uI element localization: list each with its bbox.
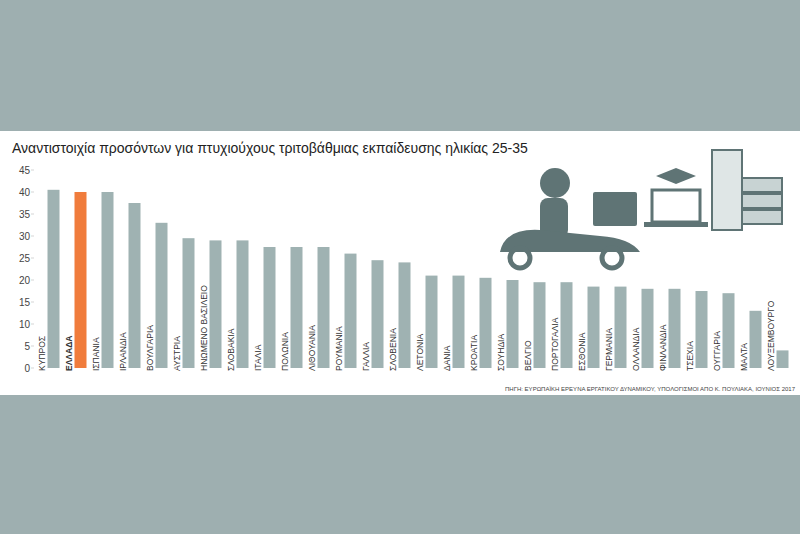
bar xyxy=(561,282,573,368)
y-tick-label: 15 xyxy=(19,297,31,308)
y-tick xyxy=(31,346,34,347)
x-tick-label: ΔΑΝΙΑ xyxy=(442,345,452,371)
icon-wheel xyxy=(510,248,530,268)
x-tick-label: ΛΙΘΟΥΑΝΙΑ xyxy=(307,325,317,371)
y-tick xyxy=(31,258,34,259)
y-tick-label: 10 xyxy=(19,319,31,330)
y-tick xyxy=(31,368,34,369)
icon-box xyxy=(593,192,637,226)
x-tick-label: ΛΟΥΞΕΜΒΟΥΡΓΟ xyxy=(766,300,776,371)
y-tick-label: 30 xyxy=(19,231,31,242)
x-tick-label: ΛΕΤΟΝΙΑ xyxy=(415,334,425,371)
bar xyxy=(345,254,357,368)
icon-book xyxy=(742,210,782,224)
icon-laptop xyxy=(652,190,700,222)
y-tick xyxy=(31,324,34,325)
bar xyxy=(750,311,762,368)
x-tick-label: ΦΙΝΛΑΝΔΙΑ xyxy=(658,324,668,371)
y-tick xyxy=(31,302,34,303)
x-tick-label: ΡΟΥΜΑΝΙΑ xyxy=(334,326,344,371)
bar xyxy=(453,276,465,368)
x-tick-label: ΒΟΥΛΓΑΡΙΑ xyxy=(145,325,155,371)
y-tick-label: 20 xyxy=(19,275,31,286)
bar xyxy=(669,289,681,368)
x-tick-label: ΙΤΑΛΙΑ xyxy=(253,344,263,371)
bar xyxy=(75,192,87,368)
background xyxy=(0,0,800,534)
bar xyxy=(642,289,654,368)
x-tick-label: ΜΑΛΤΑ xyxy=(739,343,749,371)
icon-book xyxy=(712,150,742,230)
icon-laptop-base xyxy=(644,222,708,227)
x-tick-label: ΓΑΛΛΙΑ xyxy=(361,342,371,371)
x-tick-label: ΒΕΛΓΙΟ xyxy=(523,340,533,371)
bar xyxy=(291,247,303,368)
x-tick-label: ΟΛΛΑΝΔΙΑ xyxy=(631,327,641,371)
y-tick xyxy=(31,170,34,171)
x-tick-label: ΚΡΟΑΤΙΑ xyxy=(469,335,479,371)
x-axis: ΚΥΠΡΟΣ ΕΛΛΑΔΑ ΙΣΠΑΝΙΑ ΙΡΛΑΝΔΙΑ ΒΟΥΛΓΑΡΙΑ ΑΥΣΤ… xyxy=(37,285,776,371)
bar xyxy=(102,192,114,368)
bar xyxy=(696,291,708,368)
x-tick-label: ΣΟΥΗΔΙΑ xyxy=(496,334,506,371)
bar xyxy=(723,293,735,368)
bar xyxy=(507,280,519,368)
bar xyxy=(480,278,492,368)
panel xyxy=(0,131,800,395)
x-tick-label: ΤΣΕΧΙΑ xyxy=(685,341,695,371)
chart: Αναντιστοιχία προσόντων για πτυχιούχους … xyxy=(0,0,800,534)
x-tick-label: ΕΛΛΑΔΑ xyxy=(64,336,74,371)
bar xyxy=(426,276,438,368)
bar xyxy=(777,350,789,368)
bar xyxy=(183,238,195,368)
icon-book xyxy=(742,178,782,192)
y-tick xyxy=(31,236,34,237)
y-tick xyxy=(31,280,34,281)
x-tick-label: ΣΛΟΒΕΝΙΑ xyxy=(388,328,398,371)
bar xyxy=(48,190,60,368)
bar xyxy=(129,203,141,368)
bar xyxy=(615,287,627,368)
x-tick-label: ΑΥΣΤΡΙΑ xyxy=(172,336,182,371)
y-tick xyxy=(31,214,34,215)
x-tick-label: ΓΕΡΜΑΝΙΑ xyxy=(604,328,614,371)
bar xyxy=(156,223,168,368)
bar xyxy=(588,287,600,368)
bar xyxy=(399,262,411,368)
y-axis: 0 5 10 15 20 25 30 35 40 45 xyxy=(19,165,34,374)
x-tick-label: ΙΣΠΑΝΙΑ xyxy=(91,337,101,371)
bar xyxy=(318,247,330,368)
x-tick-label: ΣΛΟΒΑΚΙΑ xyxy=(226,328,236,371)
y-tick-label: 25 xyxy=(19,253,31,264)
x-tick-label: ΕΣΘΟΝΙΑ xyxy=(577,332,587,371)
bar xyxy=(534,282,546,368)
x-tick-label: ΗΝΩΜΕΝΟ ΒΑΣΙΛΕΙΟ xyxy=(199,285,209,371)
icon-helmet xyxy=(540,168,570,198)
y-tick xyxy=(31,192,34,193)
y-tick-label: 5 xyxy=(24,341,30,352)
x-tick-label: ΠΟΛΩΝΙΑ xyxy=(280,332,290,371)
x-tick-label: ΠΟΡΤΟΓΑΛΙΑ xyxy=(550,317,560,371)
bar xyxy=(372,260,384,368)
x-tick-label: ΟΥΓΓΑΡΙΑ xyxy=(712,331,722,371)
y-tick-label: 35 xyxy=(19,209,31,220)
icon-cap xyxy=(656,168,696,184)
icon-wheel xyxy=(602,248,622,268)
source: ΠΗΓΗ: ΕΥΡΩΠΑΪΚΗ ΕΡΕΥΝΑ ΕΡΓΑΤΙΚΟΥ ΔΥΝΑΜΙΚ… xyxy=(505,386,796,392)
bar xyxy=(237,240,249,368)
y-tick-label: 45 xyxy=(19,165,31,176)
bar xyxy=(264,247,276,368)
icon-book xyxy=(742,194,782,208)
y-tick-label: 0 xyxy=(24,363,30,374)
x-tick-label: ΙΡΛΑΝΔΙΑ xyxy=(118,332,128,371)
x-tick-label: ΚΥΠΡΟΣ xyxy=(37,336,47,371)
y-tick-label: 40 xyxy=(19,187,31,198)
title: Αναντιστοιχία προσόντων για πτυχιούχους … xyxy=(12,140,528,156)
icon xyxy=(500,150,782,268)
bar xyxy=(210,240,222,368)
